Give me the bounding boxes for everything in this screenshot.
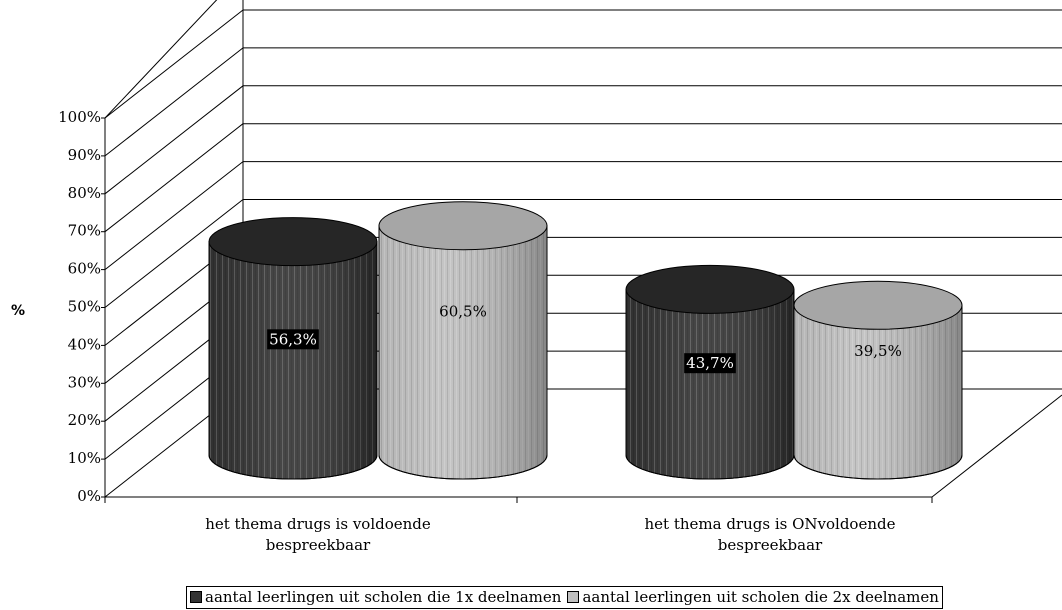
y-tick-label: 70% <box>68 222 101 240</box>
legend-swatch <box>190 591 202 603</box>
y-tick-label: 10% <box>68 449 101 467</box>
y-tick-label: 0% <box>77 487 101 505</box>
cylinder-top <box>793 280 963 330</box>
grid-line <box>104 9 244 119</box>
cylinder-top <box>625 264 795 314</box>
value-label: 60,5% <box>439 302 487 320</box>
cylinder-top <box>208 217 378 267</box>
x-tick-label: het thema drugs is ONvoldoende bespreekb… <box>644 515 896 554</box>
y-tick-label: 80% <box>68 184 101 202</box>
legend-label: aantal leerlingen uit scholen die 1x dee… <box>205 588 562 606</box>
value-label-bg <box>684 353 736 374</box>
value-label: 43,7% <box>686 354 734 372</box>
left-wall-top <box>104 0 218 119</box>
x-tick-label: het thema drugs is voldoende bespreekbaa… <box>205 515 431 554</box>
y-tick-label: 30% <box>68 373 101 391</box>
legend-swatch <box>567 591 580 603</box>
legend-label: aantal leerlingen uit scholen die 2x dee… <box>582 588 939 606</box>
cylinder-shade <box>793 304 963 480</box>
legend-item: aantal leerlingen uit scholen die 2x dee… <box>567 587 939 608</box>
value-label-bg <box>267 329 319 350</box>
cylinder-shade <box>625 288 795 480</box>
y-tick-label: 50% <box>68 298 101 316</box>
y-tick-label: 40% <box>68 335 101 353</box>
value-label: 39,5% <box>854 342 902 360</box>
y-tick-label: 60% <box>68 260 101 278</box>
legend-item: aantal leerlingen uit scholen die 1x dee… <box>190 587 561 608</box>
grid-line <box>104 85 244 195</box>
value-label: 56,3% <box>269 330 317 348</box>
legend: aantal leerlingen uit scholen die 1x dee… <box>186 586 943 609</box>
grid-line <box>104 47 244 157</box>
grid-line <box>104 161 244 270</box>
floor-right <box>931 394 1062 498</box>
y-tick-label: 100% <box>58 108 101 126</box>
cylinder-shade <box>378 225 548 480</box>
y-tick-label: 90% <box>68 146 101 164</box>
y-axis-label: % <box>11 303 25 319</box>
y-tick-label: 20% <box>68 411 101 429</box>
cylinder-top <box>378 201 548 251</box>
grid-line <box>104 199 244 308</box>
grid-line <box>104 123 244 233</box>
cylinder-shade <box>208 241 378 480</box>
